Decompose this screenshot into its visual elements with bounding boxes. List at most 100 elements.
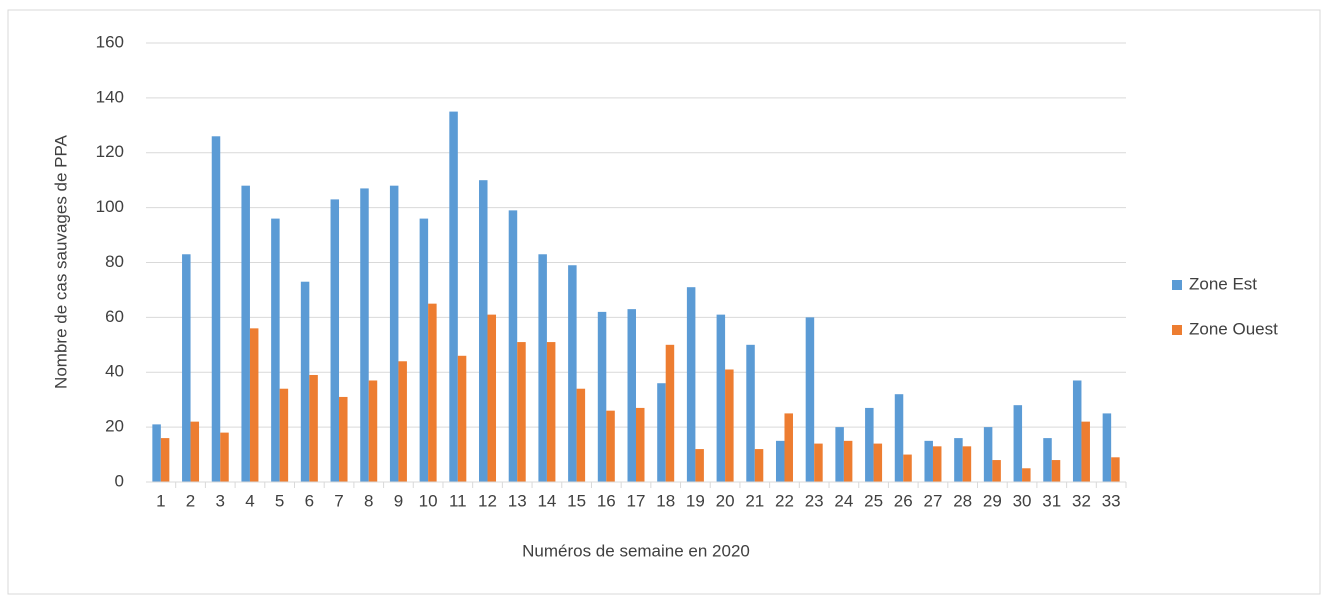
x-tick-label: 2 xyxy=(186,491,195,510)
bar xyxy=(932,446,942,482)
x-tick-label: 16 xyxy=(597,491,616,510)
x-tick-label: 19 xyxy=(686,491,705,510)
bar xyxy=(716,314,726,482)
bar xyxy=(1043,438,1052,482)
y-tick-label: 140 xyxy=(96,87,124,106)
x-tick-label: 8 xyxy=(364,491,373,510)
bar xyxy=(182,254,191,482)
bar xyxy=(1013,405,1023,482)
x-tick-label: 3 xyxy=(216,491,225,510)
x-tick-label: 22 xyxy=(775,491,794,510)
bar xyxy=(576,388,586,482)
bar xyxy=(992,460,1001,482)
bar xyxy=(339,396,348,482)
bar xyxy=(479,180,488,482)
bar xyxy=(636,407,645,482)
bar xyxy=(657,383,666,482)
bar xyxy=(754,449,764,482)
x-tick-label: 12 xyxy=(478,491,497,510)
bar xyxy=(398,361,407,482)
bar xyxy=(784,413,793,482)
bar xyxy=(775,440,785,482)
x-tick-label: 24 xyxy=(834,491,853,510)
bar xyxy=(152,424,161,482)
bar xyxy=(962,446,972,482)
bar xyxy=(1072,380,1082,482)
x-tick-label: 4 xyxy=(245,491,254,510)
bar xyxy=(873,443,883,482)
bar xyxy=(220,432,229,482)
x-tick-label: 33 xyxy=(1102,491,1121,510)
bar xyxy=(309,374,318,482)
y-tick-label: 20 xyxy=(105,417,124,436)
y-tick-label: 60 xyxy=(105,307,124,326)
x-tick-label: 17 xyxy=(627,491,646,510)
bar xyxy=(1022,468,1031,482)
bar xyxy=(211,136,221,482)
chart-frame xyxy=(7,9,1321,595)
bar xyxy=(271,218,280,482)
bar xyxy=(508,210,518,482)
bar xyxy=(241,185,250,483)
bar xyxy=(805,317,815,482)
y-tick-label: 40 xyxy=(105,362,124,381)
bar xyxy=(300,281,310,482)
x-tick-label: 28 xyxy=(953,491,972,510)
legend-swatch xyxy=(1172,280,1182,290)
bar xyxy=(954,438,963,482)
bar xyxy=(835,427,844,482)
bar xyxy=(1051,460,1061,482)
bar xyxy=(249,328,259,482)
legend-label: Zone Ouest xyxy=(1189,319,1278,338)
bar xyxy=(190,421,200,482)
bar xyxy=(538,254,547,482)
x-tick-label: 9 xyxy=(394,491,403,510)
x-tick-label: 26 xyxy=(894,491,913,510)
bar xyxy=(606,410,615,482)
bar xyxy=(865,407,874,482)
bar xyxy=(725,369,734,482)
bar xyxy=(843,440,853,482)
x-tick-label: 11 xyxy=(449,491,467,510)
y-axis-label: Nombre de cas sauvages de PPA xyxy=(51,134,70,389)
x-tick-label: 7 xyxy=(334,491,343,510)
x-tick-label: 23 xyxy=(805,491,824,510)
y-tick-label: 120 xyxy=(96,142,124,161)
bar xyxy=(546,342,556,482)
bar xyxy=(686,287,696,482)
bar xyxy=(746,344,755,482)
x-tick-label: 20 xyxy=(716,491,735,510)
bar xyxy=(1102,413,1112,482)
bar xyxy=(814,443,823,482)
legend-label: Zone Est xyxy=(1189,274,1257,293)
bar xyxy=(449,111,458,482)
bar xyxy=(368,380,378,482)
x-tick-label: 10 xyxy=(419,491,438,510)
bar xyxy=(924,440,933,482)
x-tick-label: 27 xyxy=(924,491,943,510)
bar xyxy=(160,438,170,482)
y-tick-label: 0 xyxy=(115,471,124,490)
x-tick-label: 6 xyxy=(305,491,314,510)
x-tick-label: 14 xyxy=(537,491,556,510)
x-tick-label: 1 xyxy=(156,491,165,510)
bar xyxy=(330,199,340,483)
x-tick-label: 30 xyxy=(1013,491,1032,510)
bar xyxy=(665,344,675,482)
bar xyxy=(983,427,993,482)
bar xyxy=(627,309,636,482)
bar xyxy=(428,303,437,482)
bar xyxy=(695,449,704,482)
bar xyxy=(568,265,577,482)
bar xyxy=(1081,421,1090,482)
x-tick-label: 15 xyxy=(567,491,586,510)
y-tick-label: 160 xyxy=(96,32,124,51)
bar xyxy=(419,218,429,482)
x-axis-label: Numéros de semaine en 2020 xyxy=(522,541,750,560)
bar xyxy=(360,188,369,482)
bar xyxy=(903,454,912,482)
bar xyxy=(279,388,289,482)
x-tick-label: 31 xyxy=(1042,491,1061,510)
legend-swatch xyxy=(1172,325,1182,335)
